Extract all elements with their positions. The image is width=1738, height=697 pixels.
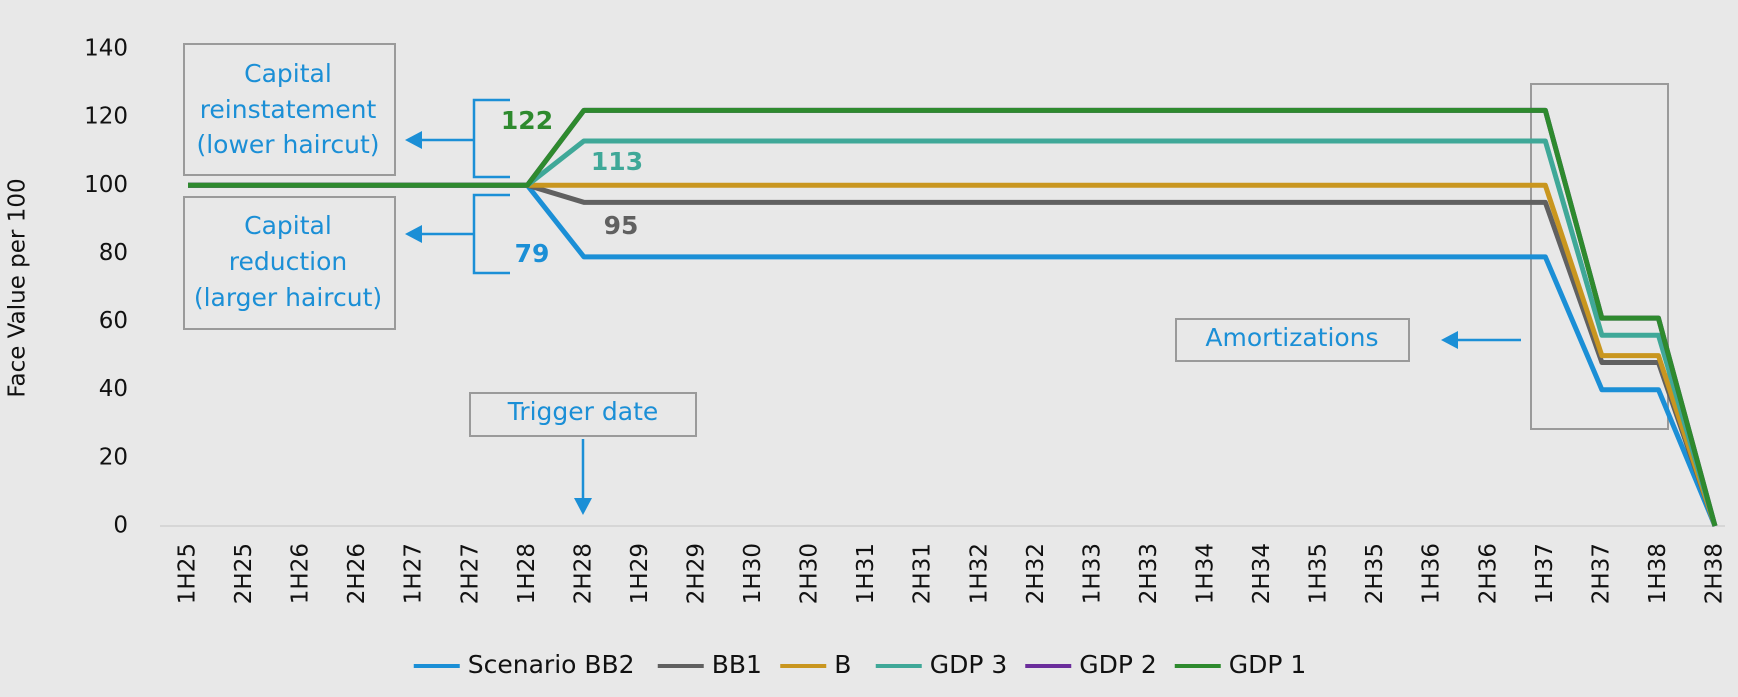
x-tick-label: 1H35 <box>1306 543 1332 604</box>
annotation-box <box>1175 318 1410 362</box>
x-tick-label: 1H32 <box>966 543 992 604</box>
series-line <box>188 107 1718 527</box>
annotation-box <box>469 392 697 437</box>
x-tick-label: 2H28 <box>570 543 596 604</box>
legend-label: BB1 <box>712 650 762 679</box>
x-tick-label: 2H36 <box>1475 543 1501 604</box>
data-label: 95 <box>604 211 639 240</box>
x-tick-label: 1H29 <box>627 543 653 604</box>
arrow-head <box>405 131 422 149</box>
y-axis-label: Face Value per 100 <box>5 178 31 397</box>
x-tick-label: 1H31 <box>853 543 879 604</box>
x-tick-label: 2H32 <box>1023 543 1049 604</box>
x-tick-label: 2H26 <box>344 543 370 604</box>
annotation-text: (larger haircut) <box>194 283 382 312</box>
x-tick-label: 1H33 <box>1079 543 1105 604</box>
legend-label: GDP 2 <box>1079 650 1157 679</box>
annotation-text: reinstatement <box>200 95 377 124</box>
x-tick-label: 2H37 <box>1588 543 1614 604</box>
x-tick-label: 2H30 <box>797 543 823 604</box>
data-label: 122 <box>501 106 553 135</box>
bracket <box>472 98 510 179</box>
y-tick-label: 40 <box>99 376 128 402</box>
x-tick-label: 1H28 <box>514 543 540 604</box>
x-tick-label: 1H37 <box>1532 543 1558 604</box>
annotation-text: Capital <box>244 59 332 88</box>
x-tick-label: 1H30 <box>740 543 766 604</box>
data-label: 79 <box>515 239 550 268</box>
y-tick-label: 0 <box>113 513 128 539</box>
annotation-text: (lower haircut) <box>196 130 379 159</box>
annotation-box <box>183 43 396 176</box>
legend-label: B <box>834 650 851 679</box>
arrow-head <box>1441 331 1458 349</box>
x-tick-label: 2H34 <box>1249 543 1275 604</box>
y-tick-label: 100 <box>84 172 128 198</box>
y-tick-label: 80 <box>99 240 128 266</box>
annotation-box <box>183 196 396 330</box>
x-tick-label: 1H34 <box>1193 543 1219 604</box>
x-tick-label: 2H33 <box>1136 543 1162 604</box>
x-tick-label: 2H38 <box>1702 543 1728 604</box>
y-tick-label: 120 <box>84 104 128 130</box>
x-tick-label: 1H36 <box>1419 543 1445 604</box>
y-tick-label: 20 <box>99 444 128 470</box>
annotation-text: reduction <box>229 247 347 276</box>
annotation-text: Capital <box>244 211 332 240</box>
x-tick-label: 2H31 <box>910 543 936 604</box>
annotation-text: Amortizations <box>1205 323 1378 352</box>
x-tick-label: 1H25 <box>175 543 201 604</box>
x-tick-label: 2H25 <box>231 543 257 604</box>
x-tick-label: 1H26 <box>288 543 314 604</box>
x-tick-label: 2H35 <box>1362 543 1388 604</box>
arrow-head <box>574 498 592 515</box>
arrow-head <box>405 225 422 243</box>
x-tick-label: 2H27 <box>457 543 483 604</box>
x-tick-label: 1H38 <box>1645 543 1671 604</box>
x-tick-label: 2H29 <box>684 543 710 604</box>
x-tick-label: 1H27 <box>401 543 427 604</box>
legend-label: GDP 1 <box>1229 650 1307 679</box>
y-tick-label: 140 <box>84 36 128 62</box>
data-label: 113 <box>591 147 643 176</box>
legend-label: Scenario BB2 <box>468 650 635 679</box>
legend-label: GDP 3 <box>930 650 1008 679</box>
annotation-text: Trigger date <box>507 397 659 426</box>
y-tick-label: 60 <box>99 308 128 334</box>
